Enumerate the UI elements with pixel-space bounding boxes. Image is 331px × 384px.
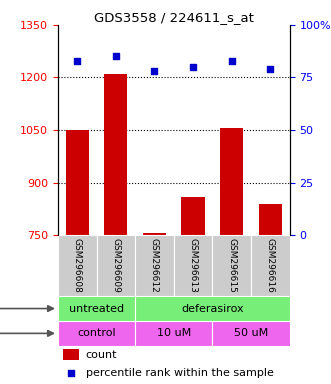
Bar xyxy=(251,235,290,296)
Text: control: control xyxy=(77,328,116,338)
Point xyxy=(229,58,234,64)
Text: untreated: untreated xyxy=(69,303,124,314)
Bar xyxy=(58,296,135,321)
Bar xyxy=(213,235,251,296)
Point xyxy=(268,66,273,72)
Text: deferasirox: deferasirox xyxy=(181,303,244,314)
Text: 10 uM: 10 uM xyxy=(157,328,191,338)
Text: GSM296616: GSM296616 xyxy=(266,238,275,293)
Bar xyxy=(63,349,79,360)
Bar xyxy=(181,197,205,235)
Point xyxy=(74,58,80,64)
Bar xyxy=(135,235,174,296)
Text: GSM296615: GSM296615 xyxy=(227,238,236,293)
Bar xyxy=(104,74,127,235)
Bar xyxy=(135,296,290,321)
Text: GSM296613: GSM296613 xyxy=(189,238,198,293)
Bar xyxy=(58,235,97,296)
Bar xyxy=(213,321,290,346)
Text: count: count xyxy=(86,350,117,360)
Bar xyxy=(174,235,213,296)
Text: percentile rank within the sample: percentile rank within the sample xyxy=(86,367,274,377)
Text: 50 uM: 50 uM xyxy=(234,328,268,338)
Title: GDS3558 / 224611_s_at: GDS3558 / 224611_s_at xyxy=(94,11,254,24)
Bar xyxy=(259,204,282,235)
Point xyxy=(68,369,73,376)
Bar xyxy=(135,321,213,346)
Bar xyxy=(220,128,243,235)
Point xyxy=(113,53,118,60)
Point xyxy=(190,64,196,70)
Point xyxy=(152,68,157,74)
Text: GSM296612: GSM296612 xyxy=(150,238,159,293)
Bar xyxy=(58,321,135,346)
Bar xyxy=(66,130,89,235)
Bar xyxy=(97,235,135,296)
Text: GSM296609: GSM296609 xyxy=(111,238,120,293)
Bar xyxy=(143,233,166,235)
Text: GSM296608: GSM296608 xyxy=(73,238,82,293)
